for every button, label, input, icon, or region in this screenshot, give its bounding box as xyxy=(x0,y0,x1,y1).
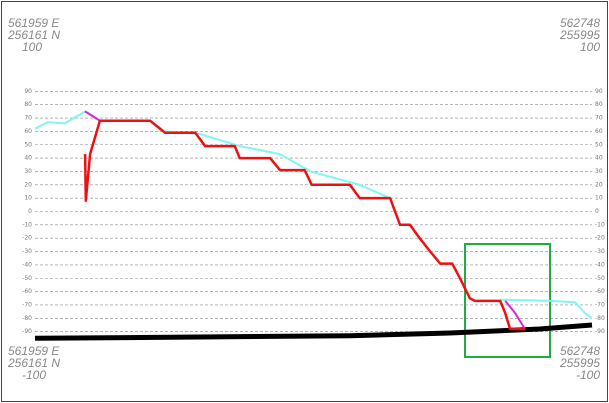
y-tick-label: -60 xyxy=(595,288,605,295)
corner-label: -100 xyxy=(576,368,600,382)
y-tick-label: -90 xyxy=(595,328,605,335)
y-tick-label: 60 xyxy=(24,128,32,135)
y-tick-label: 90 xyxy=(595,88,603,95)
y-tick-label: 80 xyxy=(24,101,32,108)
y-tick-label: 40 xyxy=(24,155,32,162)
y-tick-label: 50 xyxy=(24,141,32,148)
y-tick-label: 60 xyxy=(595,128,603,135)
corner-label: 256161 N xyxy=(7,28,60,42)
y-tick-label: 50 xyxy=(595,141,603,148)
y-tick-label: 80 xyxy=(595,101,603,108)
y-tick-label: 40 xyxy=(595,155,603,162)
y-tick-label: 0 xyxy=(595,208,599,215)
profile-line xyxy=(83,119,525,331)
y-tick-label: -20 xyxy=(22,235,32,242)
corner-label: 561959 E xyxy=(8,16,60,30)
y-tick-label: 30 xyxy=(24,168,32,175)
y-tick-label: -90 xyxy=(22,328,32,335)
corner-label: 100 xyxy=(22,40,42,54)
y-tick-label: -20 xyxy=(595,235,605,242)
y-tick-label: 20 xyxy=(24,181,32,188)
corner-label: 100 xyxy=(580,40,600,54)
y-tick-label: 0 xyxy=(28,208,32,215)
y-tick-label: -70 xyxy=(22,301,32,308)
y-tick-label: -60 xyxy=(22,288,32,295)
y-tick-label: -40 xyxy=(595,261,605,268)
corner-label: -100 xyxy=(22,368,46,382)
corner-label: 255995 xyxy=(559,28,600,42)
y-tick-label: -30 xyxy=(22,248,32,255)
profile-line xyxy=(84,110,526,330)
y-tick-label: 70 xyxy=(595,115,603,122)
profile-line xyxy=(34,322,593,341)
y-tick-label: 20 xyxy=(595,181,603,188)
y-tick-label: -50 xyxy=(595,275,605,282)
y-tick-label: -30 xyxy=(595,248,605,255)
y-tick-label: 90 xyxy=(24,88,32,95)
y-tick-label: 10 xyxy=(24,195,32,202)
corner-label: 256161 N xyxy=(7,356,60,370)
corner-label: 562748 xyxy=(560,16,600,30)
corner-label: 255995 xyxy=(559,356,600,370)
y-tick-label: -80 xyxy=(595,315,605,322)
y-tick-label: -50 xyxy=(22,275,32,282)
y-tick-label: 70 xyxy=(24,115,32,122)
corner-label: 562748 xyxy=(560,344,600,358)
corner-label: 561959 E xyxy=(8,344,60,358)
y-tick-label: -70 xyxy=(595,301,605,308)
y-tick-label: -10 xyxy=(595,221,605,228)
y-tick-label: -10 xyxy=(22,221,32,228)
y-tick-label: -40 xyxy=(22,261,32,268)
y-tick-label: 30 xyxy=(595,168,603,175)
y-tick-label: -80 xyxy=(22,315,32,322)
y-tick-label: 10 xyxy=(595,195,603,202)
